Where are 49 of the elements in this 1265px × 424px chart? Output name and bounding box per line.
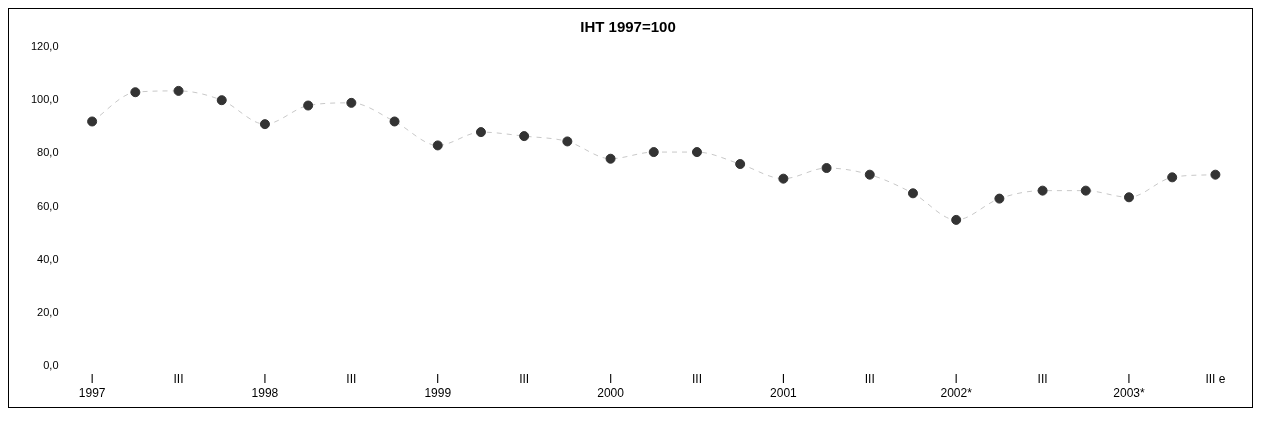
- point: [475, 127, 486, 138]
- y-tick-label: 100,0: [31, 93, 59, 106]
- point: [994, 193, 1005, 204]
- x-tick-label: III: [519, 371, 530, 386]
- x-tick-label: III e: [1205, 371, 1226, 386]
- x-tick-label: I 1999: [424, 371, 452, 401]
- x-tick-label: I 1997: [78, 371, 106, 401]
- y-tick-label: 120,0: [31, 40, 59, 53]
- point: [1123, 192, 1134, 203]
- x-tick-label: I 2002*: [940, 371, 973, 401]
- point: [346, 97, 357, 108]
- point: [821, 163, 832, 174]
- point: [1080, 185, 1091, 196]
- x-tick-label: III: [864, 371, 875, 386]
- point: [1210, 169, 1221, 180]
- x-tick-label: I 1998: [251, 371, 279, 401]
- x-tick-label: I 2003*: [1113, 371, 1145, 401]
- point: [303, 100, 314, 111]
- point: [605, 153, 616, 164]
- point: [173, 85, 184, 96]
- point: [951, 214, 962, 225]
- y-tick-label: 60,0: [37, 199, 59, 212]
- point: [562, 136, 573, 147]
- x-tick-label: III: [346, 371, 357, 386]
- y-tick-label: 20,0: [37, 306, 59, 319]
- y-tick-label: 0,0: [43, 359, 59, 372]
- y-tick-label: 80,0: [37, 146, 59, 159]
- point: [864, 169, 875, 180]
- point: [130, 87, 141, 98]
- point: [259, 119, 270, 130]
- point: [735, 159, 746, 170]
- point: [389, 116, 400, 127]
- x-tick-label: I 2001: [770, 371, 798, 401]
- point: [648, 147, 659, 158]
- point: [778, 173, 789, 184]
- x-tick-label: III: [691, 371, 702, 386]
- point: [519, 131, 530, 142]
- x-tick-label: III: [173, 371, 184, 386]
- point: [1167, 172, 1178, 183]
- point: [1037, 185, 1048, 196]
- point: [87, 116, 98, 127]
- point: [691, 147, 702, 158]
- point: [907, 188, 918, 199]
- x-tick-label: I 2000: [597, 371, 625, 401]
- point: [432, 140, 443, 151]
- chart-title: IHT 1997=100: [580, 18, 676, 36]
- x-tick-label: III: [1037, 371, 1048, 386]
- point: [216, 95, 227, 106]
- y-tick-label: 40,0: [37, 252, 59, 265]
